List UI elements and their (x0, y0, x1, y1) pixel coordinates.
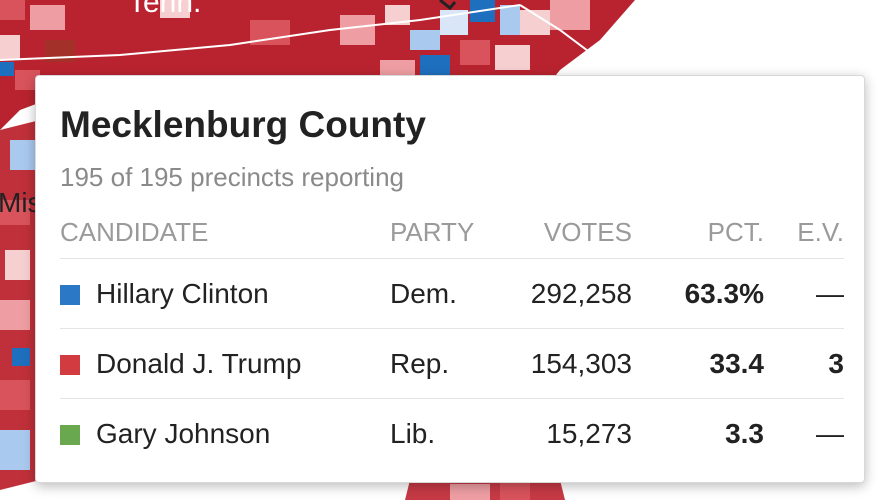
county-patch (460, 40, 490, 65)
county-patch (0, 62, 14, 76)
party-swatch-icon (60, 354, 80, 375)
ev-cell: 3 (764, 328, 844, 399)
state-border (519, 4, 601, 61)
candidate-cell: Gary Johnson (60, 398, 390, 468)
county-patch (410, 30, 440, 50)
county-patch (0, 430, 30, 470)
ev-cell: — (764, 258, 844, 329)
header-votes: VOTES (543, 216, 632, 247)
county-patch (15, 70, 40, 90)
header-candidate: CANDIDATE (60, 216, 209, 247)
pct-cell: 3.3 (632, 398, 764, 468)
pct-cell: 63.3% (632, 258, 764, 329)
county-patch (5, 250, 30, 280)
candidate-name: Gary Johnson (96, 417, 271, 449)
party-cell: Rep. (390, 328, 500, 399)
party-swatch-icon (60, 284, 80, 305)
results-table: CANDIDATE PARTY VOTES PCT. E.V. Hillary … (60, 206, 844, 468)
county-patch (385, 5, 410, 25)
results-header-row: CANDIDATE PARTY VOTES PCT. E.V. (60, 206, 844, 259)
pct-cell: 33.4 (632, 328, 764, 399)
county-patch (500, 5, 520, 35)
votes-cell: 292,258 (500, 258, 632, 329)
county-patch (12, 348, 30, 366)
county-patch (0, 35, 20, 60)
city-marker-icon (439, 0, 457, 11)
precincts-reporting: 195 of 195 precincts reporting (60, 162, 404, 192)
votes-cell: 154,303 (500, 328, 632, 399)
party-swatch-icon (60, 424, 80, 445)
county-patch (160, 0, 190, 18)
table-row: Donald J. Trump Rep. 154,303 33.4 3 (60, 328, 844, 399)
county-patch (0, 300, 30, 330)
county-title: Mecklenburg County (60, 104, 426, 145)
map-label-tenn: Tenn. (128, 0, 201, 19)
party-cell: Lib. (390, 398, 500, 468)
county-patch (30, 5, 65, 30)
header-pct: PCT. (707, 216, 764, 247)
candidate-name: Donald J. Trump (96, 347, 302, 379)
county-patch (495, 45, 530, 70)
county-patch (450, 484, 490, 500)
candidate-cell: Hillary Clinton (60, 258, 390, 329)
candidate-cell: Donald J. Trump (60, 328, 390, 399)
county-patch (500, 482, 530, 500)
table-row: Hillary Clinton Dem. 292,258 63.3% — (60, 258, 844, 329)
header-ev: E.V. (797, 216, 844, 247)
state-border (0, 4, 521, 61)
ev-cell: — (764, 398, 844, 468)
county-patch (0, 0, 25, 20)
header-party: PARTY (390, 216, 475, 247)
map-label-miss: Mis (0, 187, 42, 218)
candidate-name: Hillary Clinton (96, 277, 269, 309)
party-cell: Dem. (390, 258, 500, 329)
county-patch (0, 380, 30, 410)
county-patch (550, 0, 590, 30)
county-patch (340, 15, 375, 45)
votes-cell: 15,273 (500, 398, 632, 468)
county-patch (0, 200, 30, 225)
county-tooltip: Mecklenburg County 195 of 195 precincts … (35, 75, 865, 483)
county-patch (420, 55, 450, 75)
table-row: Gary Johnson Lib. 15,273 3.3 — (60, 398, 844, 468)
county-patch (10, 140, 35, 170)
